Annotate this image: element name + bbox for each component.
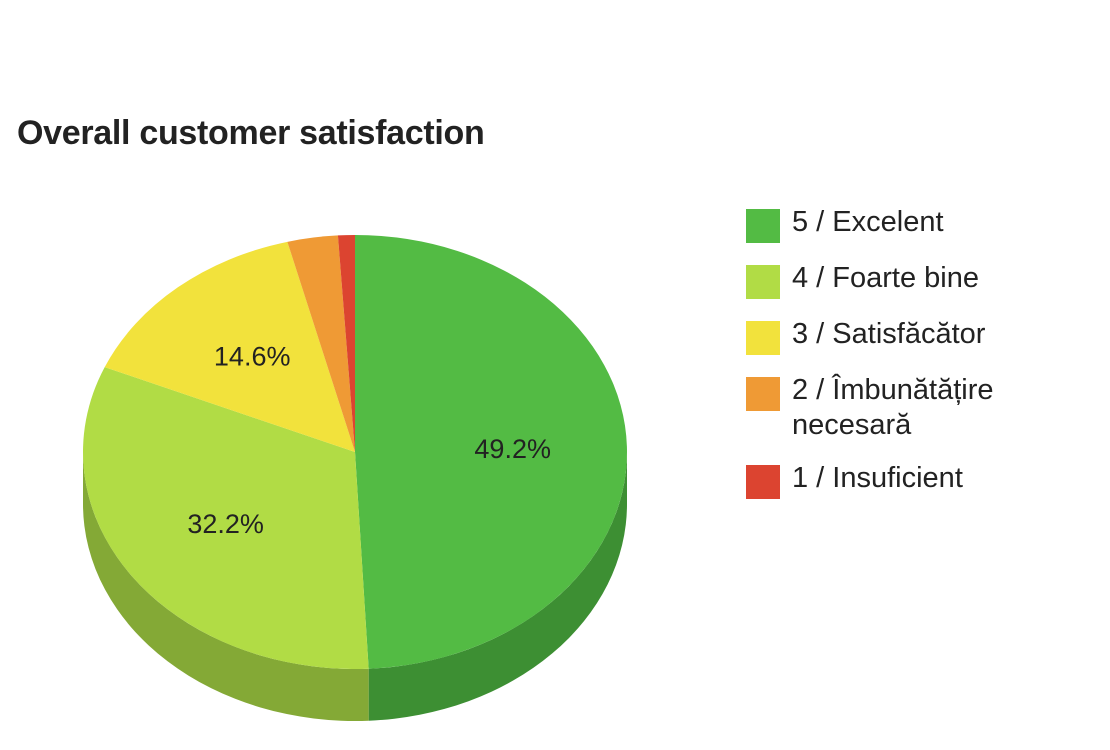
legend: 5 / Excelent 4 / Foarte bine 3 / Satisfăcă…: [746, 205, 1086, 517]
pie-slice-4-foarte-bine[interactable]: [82, 367, 369, 669]
pie-slice-1-insuficient[interactable]: [337, 235, 355, 452]
slice-label-5-excelent: 49.2%: [474, 434, 551, 464]
pie-labels: 49.2% 32.2% 14.6%: [187, 342, 551, 539]
pie-slice-5-excelent[interactable]: [355, 235, 627, 669]
legend-label: 4 / Foarte bine: [792, 262, 979, 294]
legend-swatch: [746, 209, 780, 243]
pie-slices: [82, 235, 627, 669]
pie-slice-3-satisfacator[interactable]: [104, 241, 356, 452]
legend-swatch: [746, 465, 780, 499]
pie-sides: [83, 452, 627, 721]
legend-label: 3 / Satisfăcător: [792, 318, 986, 350]
slice-label-4-foarte-bine: 32.2%: [187, 509, 264, 539]
pie-side-4-foarte-bine: [83, 452, 369, 721]
legend-swatch: [746, 377, 780, 411]
legend-item-4-foarte-bine[interactable]: 4 / Foarte bine: [746, 261, 1086, 299]
legend-item-2-imbunatatire-necesara[interactable]: 2 / Îmbunătățire necesară: [746, 373, 1086, 443]
legend-label: 1 / Insuficient: [792, 462, 963, 494]
slice-label-3-satisfacator: 14.6%: [214, 342, 291, 372]
legend-swatch: [746, 265, 780, 299]
pie-side-5-excelent: [368, 452, 627, 721]
legend-item-3-satisfacator[interactable]: 3 / Satisfăcător: [746, 317, 1086, 355]
legend-swatch: [746, 321, 780, 355]
legend-item-1-insuficient[interactable]: 1 / Insuficient: [746, 461, 1086, 499]
legend-item-5-excelent[interactable]: 5 / Excelent: [746, 205, 1086, 243]
pie-slice-2-imbunatatire-necesara[interactable]: [287, 235, 355, 452]
legend-label: 2 / Îmbunătățire necesară: [792, 374, 994, 441]
chart-title: Overall customer satisfaction: [17, 114, 485, 152]
legend-label: 5 / Excelent: [792, 206, 944, 238]
